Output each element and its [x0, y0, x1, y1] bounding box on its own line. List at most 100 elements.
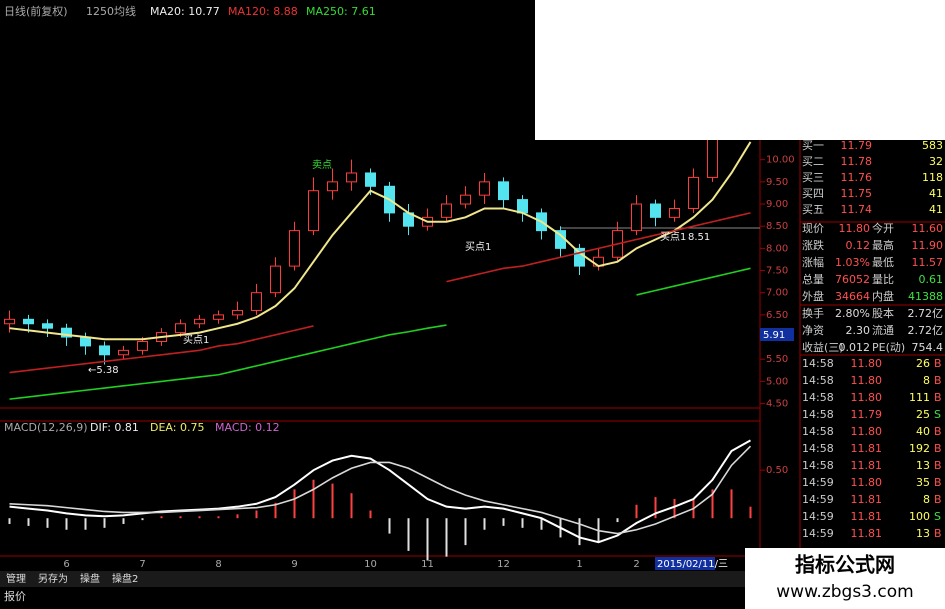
line-series	[9, 445, 752, 535]
trade-time: 14:58	[802, 408, 834, 421]
trade-time: 14:58	[802, 357, 834, 370]
stat-label: 最高	[872, 238, 894, 252]
trade-price: 11.81	[851, 527, 883, 540]
tab[interactable]: 操盘2	[112, 572, 138, 585]
y-tick-label: 5.00	[766, 376, 788, 387]
x-tick-label: 8	[215, 559, 221, 570]
bid-price: 11.74	[841, 203, 873, 216]
trade-side: S	[934, 510, 941, 523]
candle-body	[574, 247, 585, 267]
trade-side: B	[934, 425, 942, 438]
y-tick-label: 8.00	[766, 243, 788, 254]
trade-side: B	[934, 459, 942, 472]
trade-price: 11.79	[851, 408, 883, 421]
candle-body	[308, 190, 319, 232]
tab[interactable]: 操盘	[80, 572, 100, 585]
bid-price: 11.78	[841, 155, 873, 168]
stat-label: 现价	[802, 222, 824, 235]
annotation: 买点1	[465, 241, 491, 253]
y-tick-label: 10.00	[766, 155, 795, 166]
stat-label: 流通	[872, 323, 894, 337]
stat-label: 总量	[802, 272, 824, 286]
stat-label: 今开	[872, 221, 894, 235]
stat-value: 76052	[835, 273, 870, 286]
stat-label: 量比	[872, 273, 894, 286]
annotation: ←5.38	[88, 365, 119, 376]
stat-value: 0.012	[839, 341, 871, 354]
stat-value: 11.60	[912, 222, 944, 235]
bid-label: 买三	[802, 171, 824, 184]
candle-body	[669, 207, 680, 218]
macd-value: MACD: 0.12	[215, 421, 280, 434]
trade-price: 11.80	[851, 374, 883, 387]
y-tick-label: 4.50	[766, 399, 788, 410]
x-tick-label: 7	[139, 559, 145, 570]
macd-dea: DEA: 0.75	[150, 421, 204, 434]
trade-price: 11.81	[851, 442, 883, 455]
header-title: 日线(前复权)	[4, 4, 68, 18]
trade-time: 14:59	[802, 493, 834, 506]
candle-body	[479, 181, 490, 196]
annotation: 买点1	[183, 334, 209, 346]
x-tick-label: 1	[576, 559, 582, 570]
tab[interactable]: 另存为	[38, 572, 68, 585]
trade-side: B	[934, 442, 942, 455]
price-tag	[760, 328, 794, 341]
trade-volume: 25	[916, 408, 930, 421]
x-tick-label: 2	[633, 559, 639, 570]
trade-time: 14:58	[802, 425, 834, 438]
y-tick-label: 6.50	[766, 310, 788, 321]
trade-price: 11.80	[851, 391, 883, 404]
candle-body	[327, 181, 338, 192]
candle-body	[289, 230, 300, 267]
candle-body	[346, 172, 357, 183]
trade-volume: 100	[909, 510, 930, 523]
candle-body	[232, 309, 243, 316]
stat-value: 1.03%	[835, 256, 870, 269]
trade-side: B	[934, 391, 942, 404]
y-tick-label: 0.50	[766, 465, 788, 476]
bid-label: 买二	[802, 155, 824, 168]
trade-price: 11.81	[851, 459, 883, 472]
stat-value: 34664	[835, 290, 870, 303]
header-ma20: MA20: 10.77	[150, 5, 220, 18]
macd-title: MACD(12,26,9)	[4, 421, 88, 434]
candle-body	[137, 340, 148, 351]
x-tick-label: 10	[364, 559, 377, 570]
bid-label: 买四	[802, 187, 824, 200]
line-series	[9, 439, 751, 544]
trade-price: 11.80	[851, 476, 883, 489]
y-tick-label: 9.00	[766, 199, 788, 210]
tab-bar	[0, 571, 760, 587]
stat-label: 最低	[872, 256, 894, 269]
bid-price: 11.79	[841, 139, 873, 152]
watermark-box	[745, 548, 945, 609]
candle-body	[498, 181, 509, 201]
trade-time: 14:59	[802, 527, 834, 540]
cropped-area	[535, 0, 945, 140]
y-tick-label: 8.50	[766, 221, 788, 232]
x-tick-label: 12	[497, 559, 510, 570]
candle-body	[42, 323, 53, 329]
header-ma250: MA250: 7.61	[306, 5, 376, 18]
trade-side: S	[934, 408, 941, 421]
trade-volume: 26	[916, 357, 930, 370]
trade-time: 14:58	[802, 459, 834, 472]
stat-value: 2.80%	[835, 307, 870, 320]
trade-side: B	[934, 476, 942, 489]
candle-body	[460, 194, 471, 205]
date-box	[655, 557, 715, 570]
stat-value: 0.12	[846, 239, 871, 252]
bid-volume: 118	[922, 171, 943, 184]
tab[interactable]: 管理	[6, 572, 26, 585]
trade-price: 11.81	[851, 493, 883, 506]
header-indicator: 1250均线	[86, 4, 136, 18]
candle-body	[4, 318, 15, 325]
candle-body	[441, 203, 452, 218]
trade-side: B	[934, 357, 942, 370]
trade-time: 14:59	[802, 510, 834, 523]
candle-body	[365, 172, 376, 187]
stat-label: 涨幅	[802, 256, 824, 269]
stat-value: 2.30	[846, 324, 871, 337]
